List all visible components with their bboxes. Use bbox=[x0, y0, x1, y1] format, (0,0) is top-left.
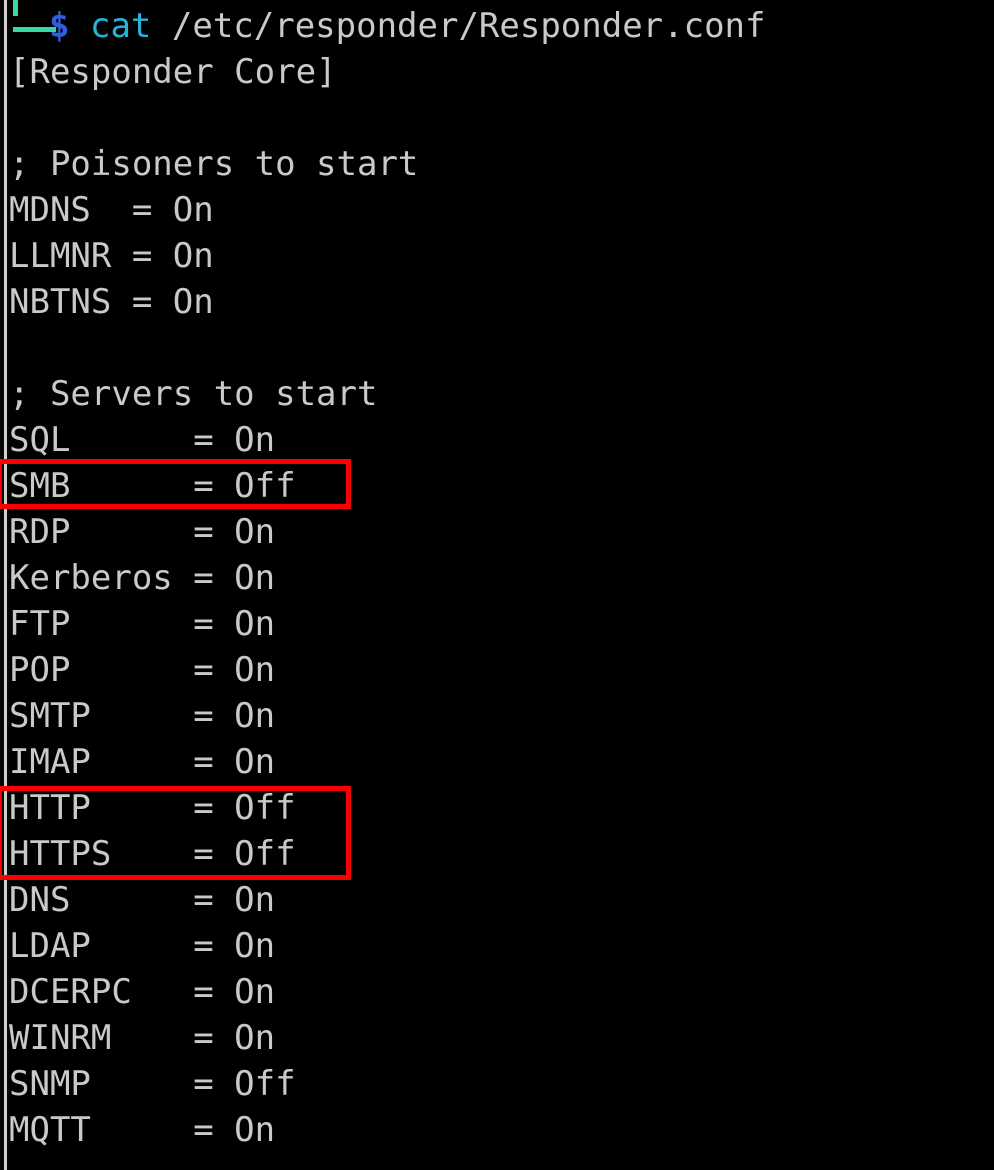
config-row-http: HTTP = Off bbox=[9, 788, 296, 828]
config-section-header: [Responder Core] bbox=[9, 52, 337, 92]
prompt-dollar-symbol: $ bbox=[49, 6, 70, 46]
config-row-imap: IMAP = On bbox=[9, 742, 276, 782]
config-row-smb: SMB = Off bbox=[9, 466, 296, 506]
comment-servers: ; Servers to start bbox=[9, 374, 378, 414]
config-row-pop: POP = On bbox=[9, 650, 276, 690]
config-row-rdp: RDP = On bbox=[9, 512, 276, 552]
config-row-winrm: WINRM = On bbox=[9, 1018, 276, 1058]
config-row-mdns: MDNS = On bbox=[9, 190, 214, 230]
prompt-command: cat bbox=[89, 6, 152, 46]
config-row-smtp: SMTP = On bbox=[9, 696, 276, 736]
config-row-kerberos: Kerberos = On bbox=[9, 558, 276, 598]
window-left-gutter bbox=[0, 0, 9, 1170]
config-row-https: HTTPS = Off bbox=[9, 834, 296, 874]
prompt-space bbox=[69, 6, 89, 46]
config-row-dns: DNS = On bbox=[9, 880, 276, 920]
terminal-screen[interactable]: $ cat /etc/responder/Responder.conf [Res… bbox=[9, 0, 994, 1170]
config-row-ftp: FTP = On bbox=[9, 604, 276, 644]
config-row-ldap: LDAP = On bbox=[9, 926, 276, 966]
blank-line-1 bbox=[9, 95, 994, 141]
prompt-line: $ cat /etc/responder/Responder.conf bbox=[9, 0, 994, 49]
config-row-sql: SQL = On bbox=[9, 420, 276, 460]
config-row-dcerpc: DCERPC = On bbox=[9, 972, 276, 1012]
config-row-llmnr: LLMNR = On bbox=[9, 236, 214, 276]
prompt-argument: /etc/responder/Responder.conf bbox=[171, 6, 766, 46]
prompt-space-2 bbox=[151, 6, 171, 46]
scrollbar-rule[interactable] bbox=[4, 0, 7, 1170]
comment-poisoners: ; Poisoners to start bbox=[9, 144, 419, 184]
config-row-nbtns: NBTNS = On bbox=[9, 282, 214, 322]
config-row-snmp: SNMP = Off bbox=[9, 1064, 296, 1104]
blank-line-2 bbox=[9, 325, 994, 371]
config-row-mqtt: MQTT = On bbox=[9, 1110, 276, 1150]
